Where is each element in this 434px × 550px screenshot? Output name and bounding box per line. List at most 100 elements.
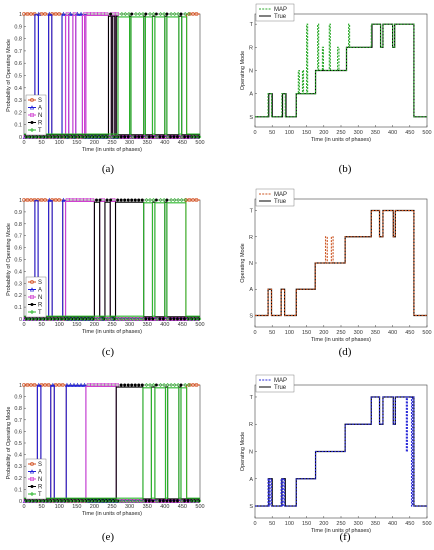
- marker-T: [105, 498, 110, 504]
- marker-T: [77, 134, 82, 140]
- marker-N: [125, 317, 130, 321]
- marker-S: [25, 383, 30, 387]
- marker-T: [190, 498, 195, 504]
- y-tick-label: 0.6: [14, 429, 22, 435]
- x-tick-label: 0: [22, 504, 25, 510]
- x-tick-label: 0: [22, 140, 25, 146]
- marker-R: [73, 135, 77, 139]
- marker-R: [130, 383, 134, 387]
- marker-T: [112, 134, 117, 140]
- marker-T: [126, 316, 131, 322]
- legend-marker: [30, 280, 34, 284]
- marker-T: [186, 382, 191, 388]
- marker-R: [59, 317, 63, 321]
- marker-T: [169, 11, 174, 17]
- y-tick-label: 0: [19, 499, 22, 505]
- marker-T: [45, 316, 50, 322]
- marker-T: [95, 316, 100, 322]
- legend-marker: [30, 485, 34, 488]
- marker-T: [56, 134, 61, 140]
- x-tick-label: 100: [55, 140, 64, 146]
- y-tick-label: 0.9: [14, 210, 22, 216]
- panel-label: (f): [340, 531, 351, 543]
- y-tick-label: R: [249, 422, 253, 428]
- x-tick-label: 300: [125, 140, 134, 146]
- legend-label-T: T: [38, 492, 42, 498]
- marker-S: [60, 383, 65, 387]
- legend-label-S: S: [38, 280, 42, 286]
- marker-A: [78, 382, 84, 387]
- marker-T: [140, 498, 146, 504]
- marker-T: [144, 197, 149, 203]
- x-tick-label: 100: [55, 504, 64, 510]
- marker-A: [75, 11, 80, 16]
- marker-T: [49, 316, 54, 322]
- marker-R: [49, 135, 53, 139]
- marker-T: [24, 316, 29, 322]
- legend-label-S: S: [38, 462, 42, 468]
- y-tick-label: 0.7: [14, 418, 22, 424]
- marker-R: [80, 135, 84, 139]
- marker-R: [126, 198, 130, 202]
- marker-T: [63, 316, 68, 322]
- marker-R: [77, 317, 81, 321]
- marker-R: [66, 317, 70, 321]
- marker-A: [36, 11, 41, 16]
- marker-S: [53, 198, 58, 202]
- marker-A: [61, 197, 66, 202]
- x-tick-label: 200: [90, 140, 99, 146]
- x-tick-label: 350: [371, 330, 380, 336]
- marker-T: [98, 134, 103, 140]
- marker-R: [49, 317, 53, 321]
- legend-label-R: R: [38, 121, 43, 127]
- marker-R: [119, 383, 123, 387]
- marker-T: [193, 498, 198, 504]
- marker-R: [95, 135, 98, 139]
- marker-T: [186, 11, 191, 17]
- marker-R: [119, 198, 123, 202]
- marker-R: [63, 317, 67, 321]
- marker-T: [84, 498, 89, 504]
- marker-R: [165, 12, 169, 16]
- marker-R: [147, 317, 151, 321]
- y-tick-label: 1: [19, 12, 22, 18]
- panel-label: (b): [339, 163, 352, 175]
- marker-R: [84, 499, 88, 503]
- marker-N: [136, 317, 140, 321]
- marker-T: [179, 197, 184, 203]
- y-tick-label: A: [249, 92, 253, 98]
- marker-T: [67, 134, 72, 140]
- marker-R: [116, 198, 120, 202]
- x-tick-label: 450: [178, 504, 187, 510]
- marker-T: [42, 498, 47, 504]
- marker-N: [129, 499, 133, 503]
- marker-A: [68, 11, 73, 16]
- marker-R: [186, 499, 190, 503]
- marker-R: [144, 499, 148, 503]
- marker-R: [105, 499, 109, 503]
- marker-R: [112, 499, 116, 503]
- marker-R: [123, 198, 127, 202]
- marker-R: [105, 135, 109, 139]
- x-tick-label: 0: [253, 330, 256, 336]
- marker-S: [43, 12, 48, 16]
- axes-box: [23, 199, 201, 320]
- marker-T: [137, 316, 142, 322]
- marker-T: [137, 11, 142, 17]
- marker-S: [43, 383, 48, 387]
- x-tick-label: 400: [388, 521, 397, 527]
- marker-R: [133, 135, 137, 139]
- legend-label-true: True: [274, 14, 287, 20]
- legend-label-map: MAP: [274, 7, 287, 13]
- marker-R: [38, 135, 42, 139]
- marker-R: [161, 317, 165, 321]
- marker-R: [183, 499, 186, 503]
- legend-label-map: MAP: [274, 192, 287, 198]
- legend-label-R: R: [38, 485, 43, 491]
- y-tick-label: N: [249, 261, 253, 267]
- x-tick-label: 350: [371, 130, 380, 136]
- x-tick-label: 250: [107, 140, 116, 146]
- legend-label-N: N: [38, 477, 42, 483]
- marker-R: [38, 499, 42, 503]
- x-tick-label: 100: [55, 322, 64, 328]
